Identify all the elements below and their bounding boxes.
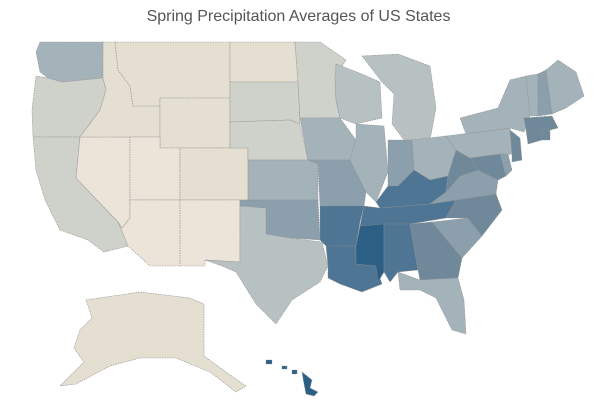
state-massachusetts[interactable]: Massachusetts (523, 115, 559, 131)
state-delaware[interactable]: Delaware (499, 153, 513, 177)
state-connecticut[interactable]: Connecticut (525, 127, 543, 145)
state-south-carolina[interactable]: South Carolina (431, 217, 483, 259)
state-california[interactable]: California (32, 136, 129, 253)
state-new-york[interactable]: New York (459, 75, 531, 135)
state-wyoming[interactable]: Wyoming (159, 97, 231, 149)
state-washington[interactable]: Washington (35, 41, 104, 83)
state-north-dakota[interactable]: North Dakota (229, 41, 299, 83)
state-south-dakota[interactable]: South Dakota (229, 81, 301, 125)
state-georgia[interactable]: Georgia (409, 221, 463, 281)
state-hawaii[interactable]: Hawaii (265, 359, 319, 397)
state-new-jersey[interactable]: New Jersey (509, 129, 523, 163)
state-missouri[interactable]: Missouri (307, 159, 367, 207)
state-iowa[interactable]: Iowa (299, 117, 357, 161)
map-title: Spring Precipitation Averages of US Stat… (146, 8, 451, 25)
state-maine[interactable]: Maine (545, 59, 585, 115)
state-rhode-island[interactable]: Rhode Island (541, 129, 551, 141)
state-texas[interactable]: Texas (204, 205, 329, 325)
state-illinois[interactable]: Illinois (349, 123, 389, 203)
state-florida[interactable]: Florida (397, 271, 467, 335)
state-colorado[interactable]: Colorado (179, 147, 249, 201)
state-maryland[interactable]: Maryland (469, 153, 507, 181)
state-minnesota[interactable]: Minnesota (294, 41, 347, 119)
state-mississippi[interactable]: Mississippi (355, 223, 385, 283)
state-wisconsin[interactable]: Wisconsin (334, 63, 383, 125)
state-arizona[interactable]: Arizona (117, 199, 181, 267)
state-kansas[interactable]: Kansas (247, 159, 319, 201)
state-alaska[interactable]: Alaska (59, 291, 247, 393)
state-montana[interactable]: Montana (114, 41, 231, 107)
state-new-mexico[interactable]: New Mexico (179, 199, 241, 267)
state-vermont[interactable]: Vermont (525, 73, 539, 117)
